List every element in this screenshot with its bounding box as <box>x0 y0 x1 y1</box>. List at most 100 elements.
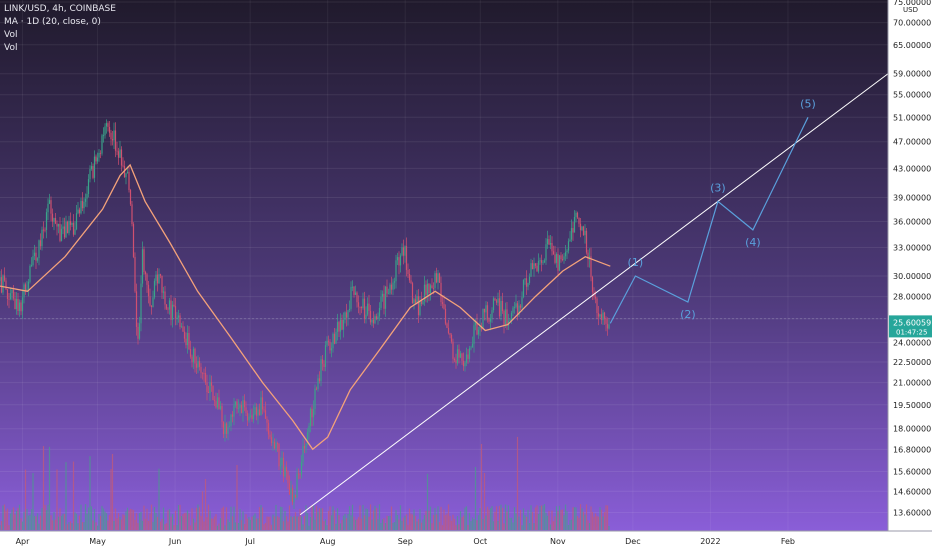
ma-indicator-label[interactable]: MA · 1D (20, close, 0) <box>4 17 101 27</box>
candle-body <box>597 313 600 317</box>
candle-body <box>500 300 502 317</box>
candle-body <box>177 315 180 318</box>
candle-body <box>464 362 466 367</box>
volume-bar <box>581 508 583 530</box>
candle-body <box>239 404 241 408</box>
volume-bar <box>300 516 303 530</box>
candle-body <box>156 274 159 284</box>
symbol-label[interactable]: LINK/USD, 4h, COINBASE <box>4 4 116 14</box>
volume-bar <box>414 515 417 530</box>
candle-body <box>479 326 481 330</box>
candle-body <box>258 409 261 416</box>
candle-body <box>560 255 562 260</box>
volume-bar <box>329 506 331 530</box>
volume-indicator-label-2[interactable]: Vol <box>4 43 18 53</box>
volume-bar <box>8 525 10 530</box>
volume-bar <box>9 513 12 530</box>
volume-bar <box>6 508 9 530</box>
candle-body <box>419 300 421 316</box>
volume-bar <box>605 505 607 530</box>
volume-bar <box>543 504 546 530</box>
candle-body <box>197 361 199 368</box>
volume-bar <box>489 507 492 530</box>
trendline[interactable] <box>299 73 889 516</box>
y-tick-label: 59.00000 <box>893 70 931 79</box>
candle-body <box>8 298 10 300</box>
volume-bar <box>293 516 295 530</box>
candle-body <box>222 421 225 435</box>
candle-body <box>236 401 238 409</box>
time-axis-panel[interactable] <box>0 531 888 550</box>
volume-bar <box>246 518 249 530</box>
volume-bar <box>201 491 204 530</box>
candle-body <box>428 283 430 294</box>
volume-bar <box>297 516 300 530</box>
volume-bar <box>576 516 579 530</box>
candle-body <box>122 165 124 167</box>
volume-bar <box>375 507 378 530</box>
volume-bar <box>360 518 363 530</box>
candle-body <box>425 284 427 295</box>
volume-bar <box>302 524 304 530</box>
volume-bar <box>434 508 436 530</box>
volume-bar <box>188 513 190 530</box>
volume-bar <box>126 507 129 530</box>
volume-bar <box>69 521 72 530</box>
candle-body <box>477 329 480 335</box>
volume-bar <box>179 504 181 530</box>
candle-body <box>522 279 525 298</box>
volume-bar <box>3 504 6 530</box>
candle-body <box>44 229 46 231</box>
volume-bar <box>189 525 192 530</box>
volume-bar <box>554 516 556 530</box>
candle-body <box>474 322 477 326</box>
price-tag-value: 25.60059 <box>893 318 931 327</box>
candle-body <box>249 415 252 417</box>
candle-body <box>350 286 352 309</box>
volume-bar <box>228 522 231 530</box>
candle-body <box>471 343 474 348</box>
candle-body <box>24 284 27 292</box>
volume-bar <box>122 514 124 530</box>
candle-body <box>318 378 321 382</box>
x-tick-label: Dec <box>625 537 640 546</box>
volume-bar <box>158 468 160 530</box>
elliott-wave-projection[interactable]: (1) (2) (3) (4) (5) <box>609 97 816 324</box>
candle-body <box>482 308 484 330</box>
candle-body <box>47 203 49 213</box>
candle-body <box>321 359 324 364</box>
candle-body <box>35 252 37 261</box>
volume-bar <box>273 516 276 530</box>
volume-bar <box>584 514 586 530</box>
volume-bar <box>537 514 540 530</box>
candle-body <box>402 247 405 256</box>
price-axis-panel[interactable] <box>888 0 932 550</box>
volume-bar <box>86 513 88 530</box>
candle-body <box>359 306 361 308</box>
candle-body <box>509 319 511 321</box>
volume-bar <box>146 508 148 530</box>
candle-body <box>65 221 67 238</box>
y-tick-label: 19.50000 <box>893 401 931 410</box>
volume-bar <box>521 525 523 530</box>
candle-body <box>603 312 606 319</box>
volume-bar <box>467 524 469 530</box>
volume-bar <box>56 469 58 530</box>
candle-body <box>152 297 154 307</box>
candle-body <box>230 414 232 426</box>
volume-bar <box>285 516 288 530</box>
candle-body <box>263 409 265 411</box>
volume-bar <box>531 511 534 530</box>
candle-body <box>114 130 117 151</box>
volume-bar <box>116 518 118 530</box>
candle-body <box>584 230 586 236</box>
candle-body <box>539 260 541 262</box>
volume-bar <box>332 506 334 530</box>
volume-bar <box>468 512 471 530</box>
volume-bar <box>147 520 150 530</box>
volume-bar <box>326 525 328 530</box>
candle-body <box>420 300 423 304</box>
volume-indicator-label[interactable]: Vol <box>4 30 18 40</box>
candle-body <box>582 226 585 236</box>
